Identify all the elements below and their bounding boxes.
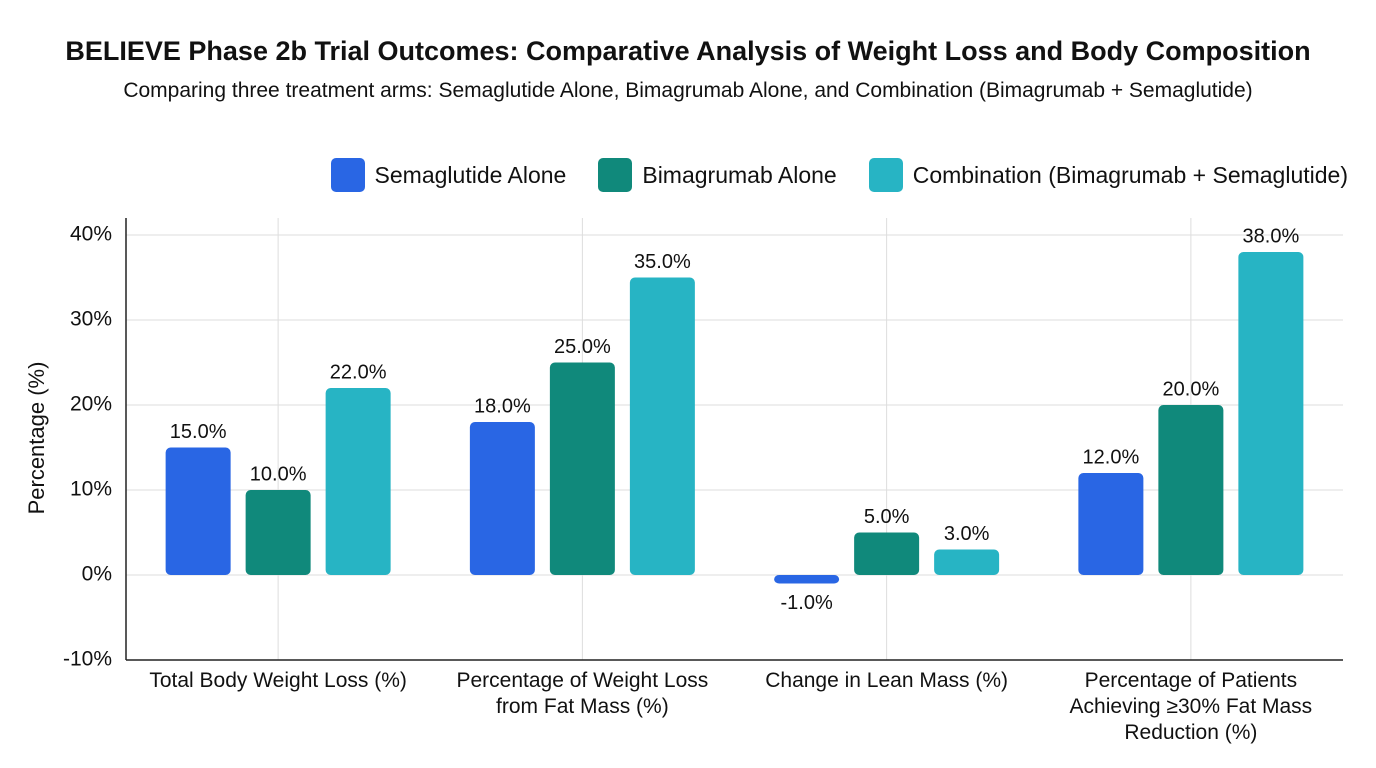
- bar: [245, 490, 311, 575]
- value-label: 5.0%: [864, 506, 910, 528]
- legend-swatch: [330, 158, 365, 192]
- value-label: 12.0%: [1083, 446, 1140, 468]
- legend-item: Semaglutide Alone: [330, 158, 567, 192]
- legend-item: Combination (Bimagrumab + Semaglutide): [868, 158, 1348, 192]
- legend-item: Bimagrumab Alone: [598, 158, 837, 192]
- chart-subtitle: Comparing three treatment arms: Semaglut…: [123, 79, 1253, 102]
- chart-title: BELIEVE Phase 2b Trial Outcomes: Compara…: [65, 36, 1311, 66]
- legend-label: Semaglutide Alone: [374, 161, 567, 188]
- legend-label: Bimagrumab Alone: [642, 161, 837, 188]
- value-label: 10.0%: [250, 463, 307, 485]
- y-axis-label: Percentage (%): [24, 362, 49, 515]
- value-label: -1.0%: [781, 592, 833, 614]
- value-label: 22.0%: [330, 361, 387, 383]
- value-label: 25.0%: [554, 336, 611, 358]
- bar: [1158, 405, 1224, 575]
- x-tick-label: Percentage of Patients Achieving ≥30% Fa…: [1069, 669, 1313, 744]
- bar: [934, 549, 1000, 575]
- legend-swatch: [598, 158, 633, 192]
- bar: [165, 447, 231, 575]
- x-tick-label: Change in Lean Mass (%): [765, 669, 1009, 692]
- legend: Semaglutide Alone Bimagrumab Alone Combina…: [330, 158, 1348, 192]
- bar: [1078, 473, 1144, 575]
- y-tick-label: 20%: [70, 393, 112, 416]
- bar: [1238, 252, 1304, 575]
- bar: [629, 277, 695, 575]
- value-label: 35.0%: [634, 251, 691, 273]
- bar: [469, 422, 535, 575]
- bar: [325, 388, 391, 575]
- value-label: 38.0%: [1243, 225, 1300, 247]
- value-label: 18.0%: [474, 395, 531, 417]
- value-label: 3.0%: [944, 523, 990, 545]
- y-tick-label: 40%: [70, 223, 112, 246]
- bar: [549, 362, 615, 575]
- x-tick-label: Percentage of Weight Loss from Fat Mass …: [456, 669, 709, 718]
- value-label: 15.0%: [170, 421, 227, 443]
- y-tick-label: 0%: [82, 563, 112, 586]
- y-tick-label: 30%: [70, 308, 112, 331]
- x-tick-label: Total Body Weight Loss (%): [149, 669, 407, 692]
- legend-label: Combination (Bimagrumab + Semaglutide): [912, 161, 1348, 188]
- bar: [854, 532, 920, 575]
- y-tick-label: -10%: [63, 648, 112, 671]
- value-label: 20.0%: [1163, 378, 1220, 400]
- y-tick-label: 10%: [70, 478, 112, 501]
- legend-swatch: [868, 158, 903, 192]
- bar: [774, 575, 840, 584]
